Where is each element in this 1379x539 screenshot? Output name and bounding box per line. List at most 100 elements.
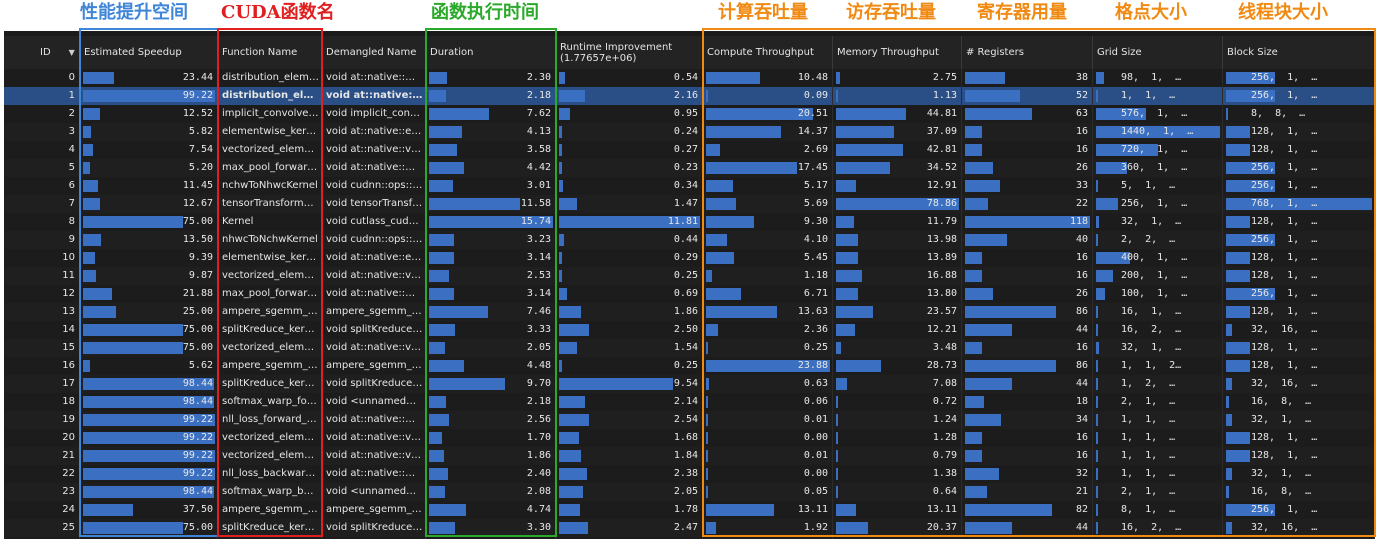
annotation-label-1: CUDA函数名 — [221, 2, 335, 23]
cell-grid: 400, 1, … — [1093, 249, 1223, 267]
cell-dname: void cudnn::ops::nc... — [322, 177, 426, 195]
column-header-compute[interactable]: Compute Throughput — [703, 36, 833, 69]
value-bar — [965, 126, 982, 138]
cell-compute: 0.06 — [703, 393, 833, 411]
value-bar — [83, 324, 183, 336]
table-row[interactable]: 0 23.44 distribution_elemen... void at::nat… — [4, 69, 1375, 87]
value-bar — [706, 414, 708, 426]
cell-dname: void at::native::<un... — [322, 411, 426, 429]
cell-value: 11.58 — [520, 198, 551, 209]
column-header-label: Duration — [430, 47, 474, 58]
column-header-id[interactable]: ID ▼ — [4, 36, 80, 69]
column-header-dname[interactable]: Demangled Name — [322, 36, 426, 69]
column-header-memory[interactable]: Memory Throughput — [833, 36, 962, 69]
cell-id: 17 — [4, 375, 80, 393]
table-row[interactable]: 14 75.00 splitKreduce_kernel void splitKred… — [4, 321, 1375, 339]
value-bar — [559, 396, 585, 408]
row-id: 0 — [68, 72, 75, 83]
cell-runtime: 2.16 — [556, 87, 703, 105]
cell-value: 34 — [1075, 414, 1088, 425]
table-row[interactable]: 3 5.82 elementwise_kernel void at::native::… — [4, 123, 1375, 141]
value-bar — [1096, 504, 1098, 516]
table-row[interactable]: 18 98.44 softmax_warp_for... void <unnamed>… — [4, 393, 1375, 411]
value-bar — [429, 396, 446, 408]
value-bar — [1096, 522, 1098, 534]
value-bar — [1226, 306, 1250, 318]
cell-grid: 5, 1, … — [1093, 177, 1223, 195]
cell-value: 1.78 — [673, 504, 698, 515]
cell-value: 0.01 — [803, 450, 828, 461]
column-header-fname[interactable]: Function Name — [218, 36, 322, 69]
cell-dname: void <unnamed>::s... — [322, 393, 426, 411]
cell-duration: 2.08 — [426, 483, 556, 501]
cell-memory: 13.80 — [833, 285, 962, 303]
table-row[interactable]: 22 99.22 nll_loss_backward_... void at::nat… — [4, 465, 1375, 483]
column-header-grid[interactable]: Grid Size — [1093, 36, 1223, 69]
cell-compute: 9.30 — [703, 213, 833, 231]
table-row[interactable]: 16 5.62 ampere_sgemm_32... ampere_sgemm_32.… — [4, 357, 1375, 375]
column-header-duration[interactable]: Duration — [426, 36, 556, 69]
cell-block: 32, 1, … — [1223, 411, 1375, 429]
cell-id: 8 — [4, 213, 80, 231]
cell-id: 20 — [4, 429, 80, 447]
table-row[interactable]: 2 12.52 implicit_convolve_s... void implici… — [4, 105, 1375, 123]
value-bar — [1226, 504, 1275, 516]
cell-runtime: 0.27 — [556, 141, 703, 159]
table-row[interactable]: 6 11.45 nchwToNhwcKernel void cudnn::ops::n… — [4, 177, 1375, 195]
table-row[interactable]: 15 75.00 vectorized_element... void at::nat… — [4, 339, 1375, 357]
column-header-regs[interactable]: # Registers — [962, 36, 1093, 69]
table-row[interactable]: 23 98.44 softmax_warp_bac... void <unnamed>… — [4, 483, 1375, 501]
cell-dname: void splitKreduce_k... — [322, 519, 426, 537]
table-row[interactable]: 24 37.50 ampere_sgemm_64... ampere_sgemm_64… — [4, 501, 1375, 519]
cell-memory: 13.98 — [833, 231, 962, 249]
table-row[interactable]: 12 21.88 max_pool_forward_... void at::nati… — [4, 285, 1375, 303]
table-row[interactable]: 25 75.00 splitKreduce_kernel void splitKred… — [4, 519, 1375, 537]
table-row[interactable]: 13 25.00 ampere_sgemm_32... ampere_sgemm_32… — [4, 303, 1375, 321]
column-header-runtime[interactable]: Runtime Improvement (1.77657e+06) — [556, 36, 703, 69]
value-bar — [83, 216, 183, 228]
cell-regs: 44 — [962, 321, 1093, 339]
cell-value: 33 — [1075, 180, 1088, 191]
sort-descending-icon[interactable]: ▼ — [68, 48, 75, 57]
row-id: 21 — [62, 450, 75, 461]
table-row[interactable]: 5 5.20 max_pool_forward_... void at::native… — [4, 159, 1375, 177]
annotation-label-5: 寄存器用量 — [977, 2, 1067, 23]
cell-value: 6.71 — [803, 288, 828, 299]
cell-speedup: 98.44 — [80, 483, 218, 501]
cell-value: 5, 1, … — [1121, 180, 1176, 191]
cell-value: 99.22 — [182, 432, 213, 443]
table-row[interactable]: 1 99.22 distribution_elemen... void at::nat… — [4, 87, 1375, 105]
value-bar — [965, 288, 993, 300]
cell-value: 2.53 — [526, 270, 551, 281]
cell-dname: void splitKreduce_k... — [322, 321, 426, 339]
value-bar — [1096, 216, 1099, 228]
cell-fname: distribution_elemen... — [218, 69, 322, 87]
table-row[interactable]: 19 99.22 nll_loss_forward_re... void at::na… — [4, 411, 1375, 429]
table-row[interactable]: 20 99.22 vectorized_element... void at::nat… — [4, 429, 1375, 447]
value-bar — [836, 432, 838, 444]
cell-regs: 16 — [962, 249, 1093, 267]
column-header-speedup[interactable]: Estimated Speedup — [80, 36, 218, 69]
cell-fname: distribution_elemen... — [218, 87, 322, 105]
value-bar — [965, 504, 1052, 516]
column-header-block[interactable]: Block Size — [1223, 36, 1375, 69]
table-row[interactable]: 11 9.87 vectorized_element... void at::nati… — [4, 267, 1375, 285]
value-bar — [83, 306, 116, 318]
cell-value: 1.47 — [673, 198, 698, 209]
cell-value: 1, 1, … — [1121, 432, 1176, 443]
table-row[interactable]: 9 13.50 nhwcToNchwKernel void cudnn::ops::n… — [4, 231, 1375, 249]
value-bar — [706, 234, 727, 246]
table-row[interactable]: 17 98.44 splitKreduce_kernel void splitKred… — [4, 375, 1375, 393]
cell-value: 26 — [1075, 162, 1088, 173]
table-row[interactable]: 10 9.39 elementwise_kernel void at::native:… — [4, 249, 1375, 267]
table-row[interactable]: 7 12.67 tensorTransformGe... void tensorTra… — [4, 195, 1375, 213]
table-row[interactable]: 21 99.22 vectorized_element... void at::nat… — [4, 447, 1375, 465]
row-id: 6 — [68, 180, 75, 191]
cell-runtime: 0.95 — [556, 105, 703, 123]
row-id: 5 — [68, 162, 75, 173]
cell-grid: 2, 1, … — [1093, 393, 1223, 411]
value-bar — [429, 378, 505, 390]
table-row[interactable]: 4 7.54 vectorized_element... void at::nativ… — [4, 141, 1375, 159]
table-row[interactable]: 8 75.00 Kernel void cutlass_cudnn... 15.74 11… — [4, 213, 1375, 231]
function-name: splitKreduce_kernel — [222, 324, 319, 335]
